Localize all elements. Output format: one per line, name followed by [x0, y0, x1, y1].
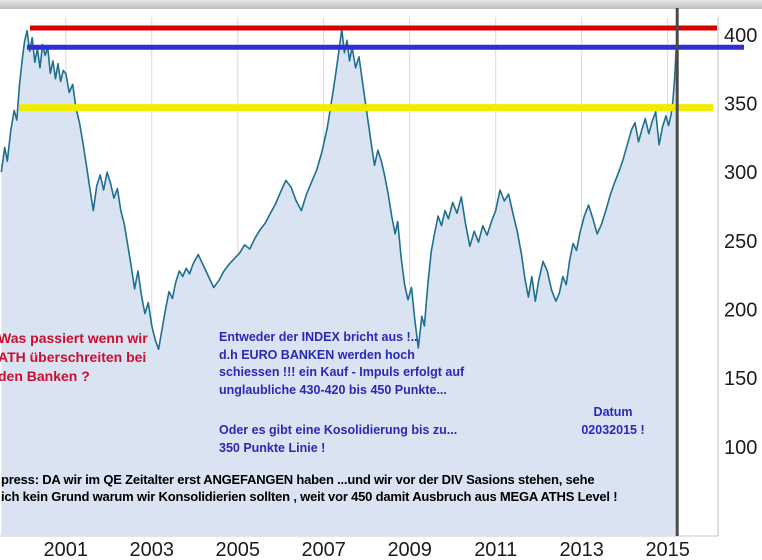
annotation-consolidation-scenario: Oder es gibt eine Kosolidierung bis zu..… — [219, 423, 458, 455]
price-area — [1, 29, 677, 537]
annotation-conclusion: press: DA wir im QE Zeitalter erst ANGEF… — [1, 472, 618, 504]
y-tick-label: 100 — [724, 437, 757, 459]
x-tick-label: 2015 — [645, 539, 690, 560]
y-tick-label: 350 — [724, 94, 757, 116]
x-tick-label: 2011 — [474, 539, 517, 560]
y-tick-label: 200 — [724, 300, 757, 322]
x-tick-label: 2013 — [559, 539, 604, 560]
x-tick-label: 2005 — [216, 539, 261, 560]
x-tick-label: 2007 — [301, 539, 346, 560]
x-tick-label: 2001 — [44, 539, 89, 560]
annotation-ath-question: Was passiert wenn wir ATH überschreiten … — [0, 330, 148, 384]
y-tick-label: 400 — [724, 25, 757, 47]
y-tick-label: 150 — [724, 368, 757, 390]
x-tick-label: 2003 — [130, 539, 175, 560]
y-tick-label: 250 — [724, 231, 757, 253]
annotation-date: Datum 02032015 ! — [581, 405, 645, 437]
y-tick-label: 300 — [724, 162, 757, 184]
x-tick-label: 2009 — [387, 539, 432, 560]
top-chrome-strip — [0, 0, 762, 9]
price-line — [0, 28, 678, 351]
annotation-breakout-scenario: Entweder der INDEX bricht aus !.. d.h EU… — [219, 330, 465, 397]
